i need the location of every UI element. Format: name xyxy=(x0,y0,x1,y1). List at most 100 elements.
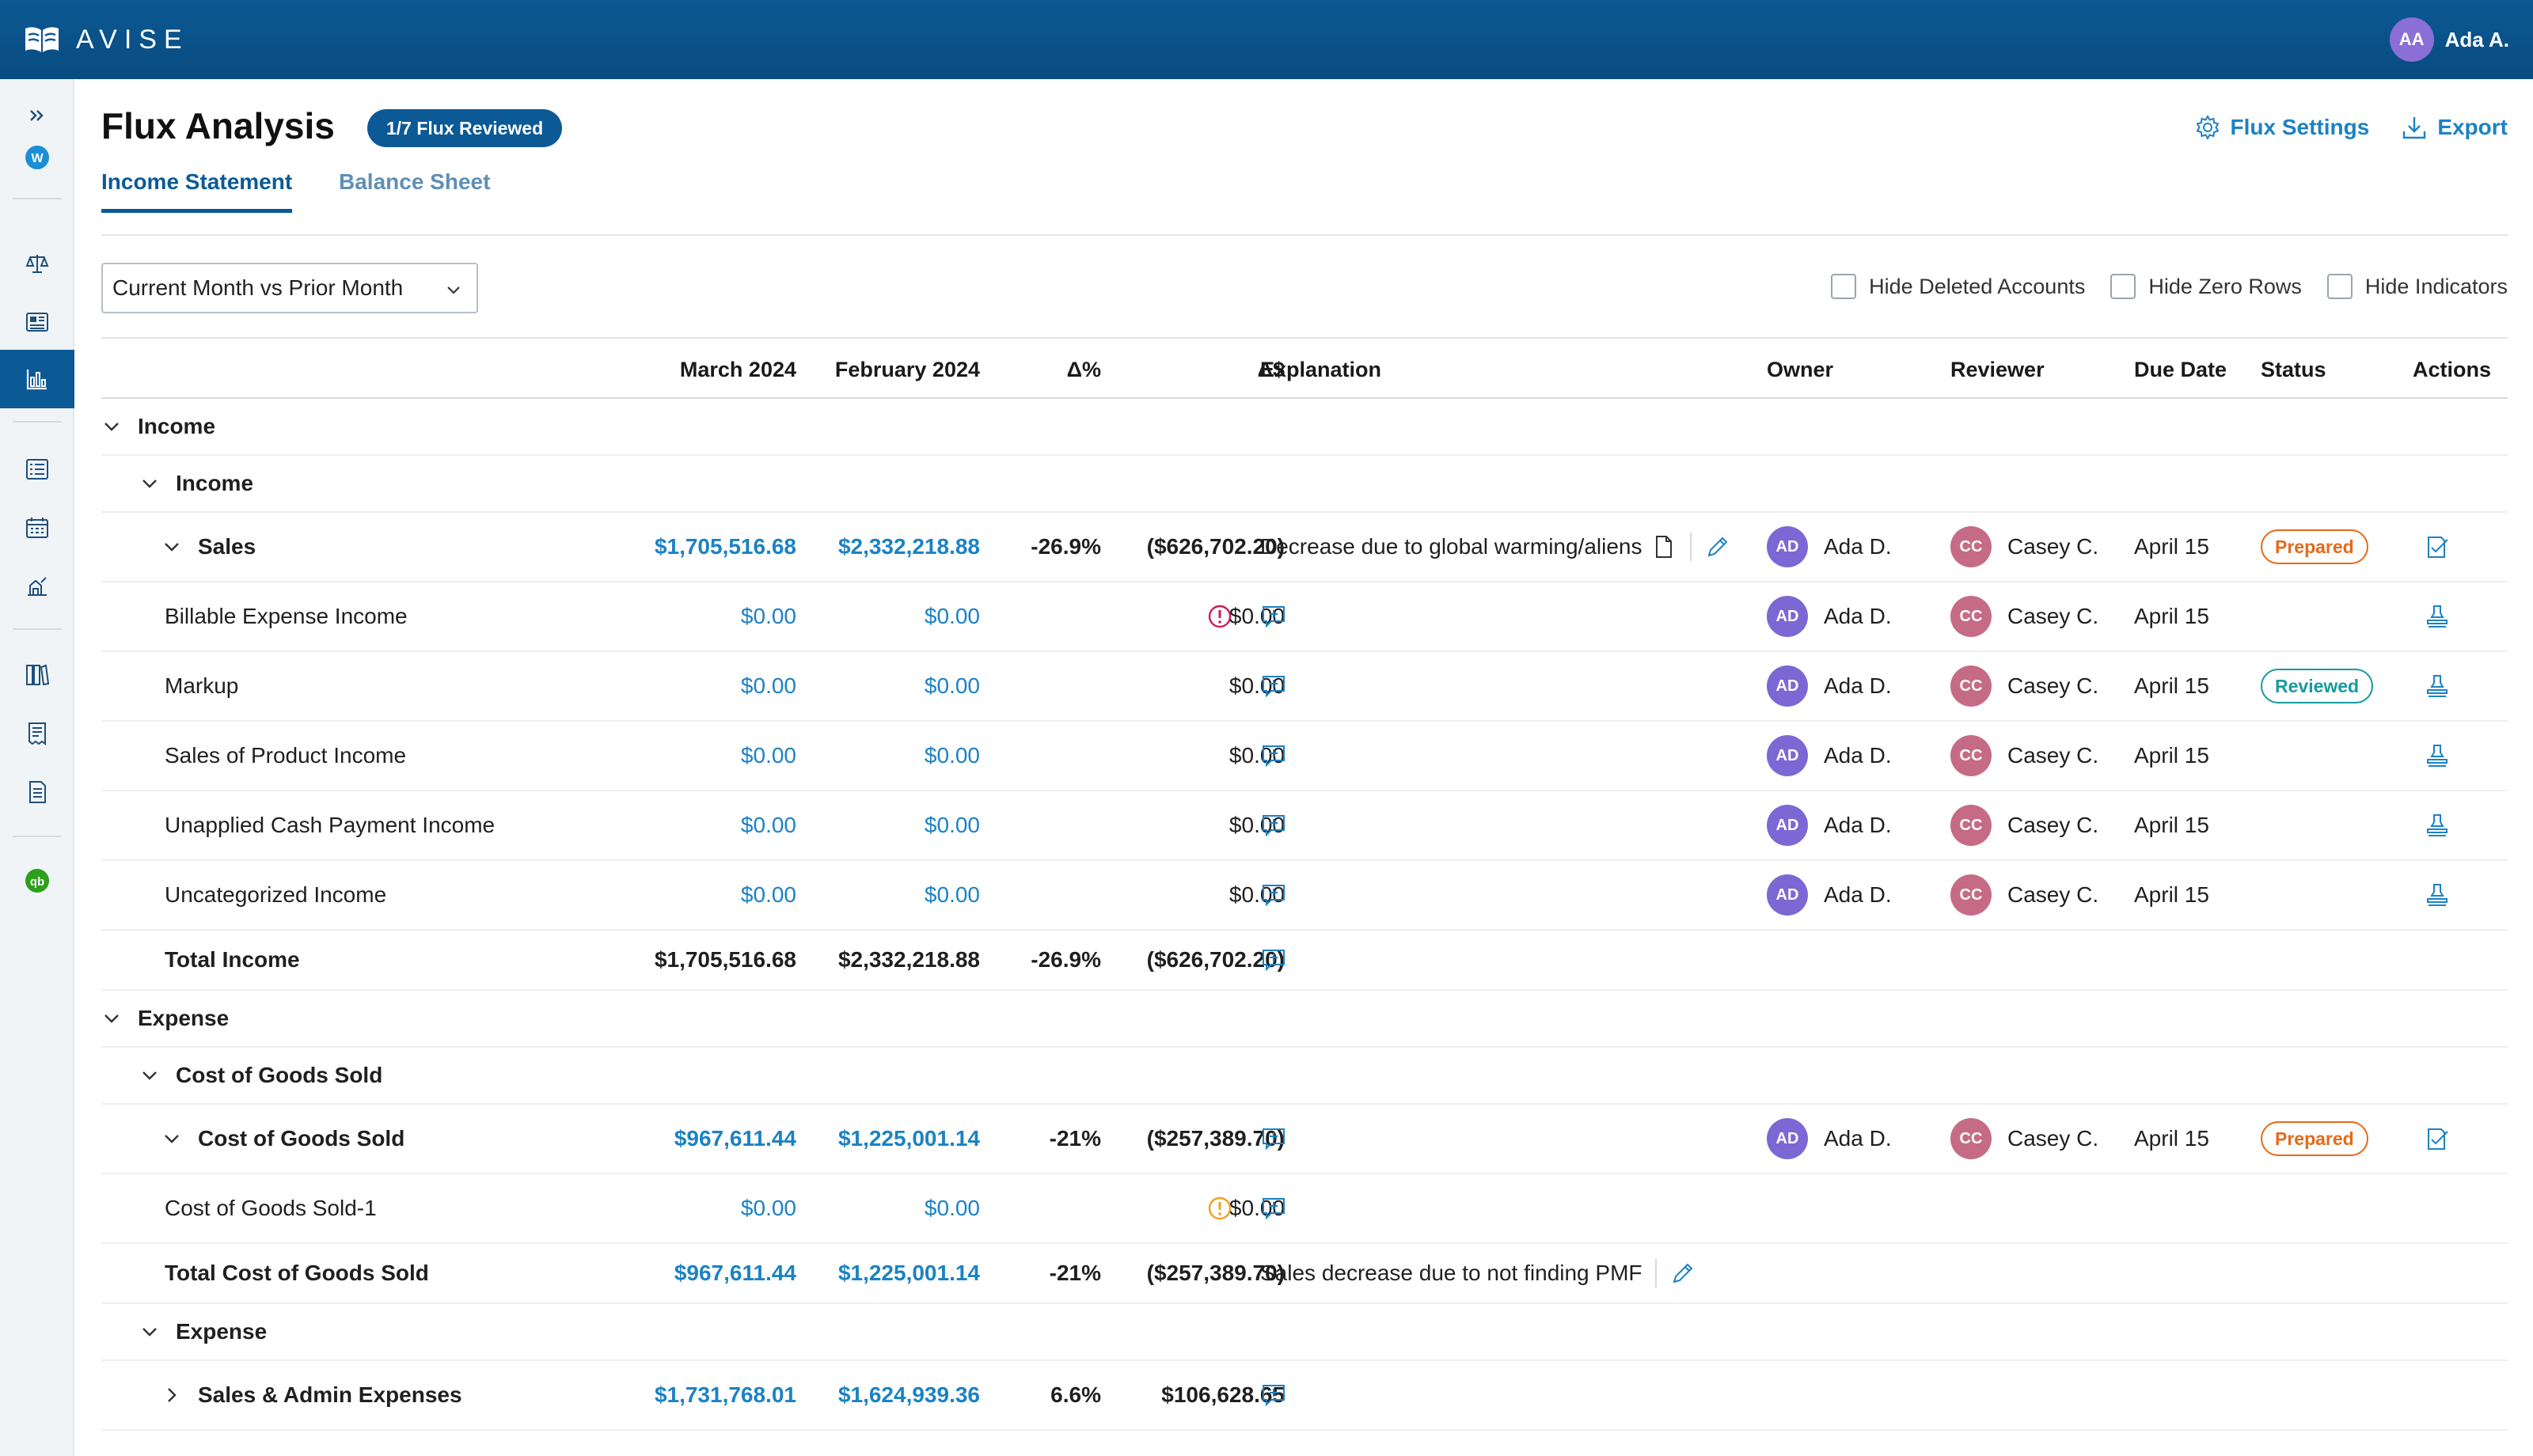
due-date[interactable]: April 15 xyxy=(2134,813,2209,837)
app-logo[interactable]: AVISE xyxy=(24,22,189,57)
add-comment-icon[interactable] xyxy=(1260,1195,1287,1222)
chevron-down-icon[interactable] xyxy=(101,1008,122,1029)
prior-period-value[interactable]: $0.00 xyxy=(924,604,980,628)
reviewer-cell[interactable]: CC Casey C. xyxy=(1950,1105,2098,1173)
current-period-value[interactable]: $0.00 xyxy=(740,743,796,768)
hide-indicators-toggle[interactable]: Hide Indicators xyxy=(2326,274,2508,299)
sidebar-item-analysis[interactable] xyxy=(0,557,74,616)
prior-period-value[interactable]: $0.00 xyxy=(924,882,980,907)
add-comment-icon[interactable] xyxy=(1260,742,1287,769)
prior-period-value[interactable]: $0.00 xyxy=(924,743,980,768)
account-row[interactable]: Cost of Goods Sold-1 $0.00 $0.00 $0.00 xyxy=(101,1174,2508,1244)
owner-cell[interactable]: AD Ada D. xyxy=(1767,791,1892,859)
pencil-icon[interactable] xyxy=(1704,533,1731,560)
due-date[interactable]: April 15 xyxy=(2134,534,2209,559)
add-comment-icon[interactable] xyxy=(1260,812,1287,839)
checkbox[interactable] xyxy=(2326,274,2353,299)
col-prior-period[interactable]: February 2024 xyxy=(834,358,980,381)
current-period-value[interactable]: $1,731,768.01 xyxy=(654,1382,796,1407)
prior-period-value[interactable]: $1,225,001.14 xyxy=(837,1261,980,1285)
export-button[interactable]: Export xyxy=(2401,114,2508,141)
row-action[interactable] xyxy=(2424,582,2451,650)
group-row[interactable]: Expense xyxy=(101,991,2508,1048)
hide-zero-rows-toggle[interactable]: Hide Zero Rows xyxy=(2110,274,2302,299)
explanation-text[interactable]: Sales decrease due to not finding PMF xyxy=(1260,1261,1642,1285)
reviewer-cell[interactable]: CC Casey C. xyxy=(1950,582,2098,650)
col-delta-dollar[interactable]: Δ$ xyxy=(1257,358,1285,381)
sidebar-item-reconciliation[interactable] xyxy=(0,234,74,293)
sidebar-expand[interactable] xyxy=(0,87,74,146)
current-period-value[interactable]: $0.00 xyxy=(740,673,796,698)
explanation-text[interactable]: Decrease due to global warming/aliens xyxy=(1260,534,1642,559)
checkbox[interactable] xyxy=(1831,274,1857,299)
current-period-value[interactable]: $0.00 xyxy=(740,813,796,837)
owner-cell[interactable]: AD Ada D. xyxy=(1767,513,1892,581)
current-period-value[interactable]: $967,611.44 xyxy=(674,1261,796,1285)
chevron-down-icon[interactable] xyxy=(161,537,182,557)
prior-period-value[interactable]: $2,332,218.88 xyxy=(837,534,980,559)
stamp-icon[interactable] xyxy=(2424,673,2451,700)
chevron-down-icon[interactable] xyxy=(139,1065,160,1086)
prior-period-value[interactable]: $0.00 xyxy=(924,673,980,698)
owner-cell[interactable]: AD Ada D. xyxy=(1767,722,1892,790)
tab-balance-sheet[interactable]: Balance Sheet xyxy=(339,169,491,194)
account-row[interactable]: Uncategorized Income $0.00 $0.00 $0.00 AD Ada… xyxy=(101,861,2508,931)
current-period-value[interactable]: $967,611.44 xyxy=(674,1126,796,1151)
reviewer-cell[interactable]: CC Casey C. xyxy=(1950,722,2098,790)
group-row[interactable]: Cost of Goods Sold xyxy=(101,1048,2508,1105)
sidebar-item-quickbooks[interactable]: qb xyxy=(0,851,74,910)
col-current-period[interactable]: March 2024 xyxy=(679,358,796,381)
prior-period-value[interactable]: $0.00 xyxy=(924,1196,980,1220)
add-comment-icon[interactable] xyxy=(1260,1382,1287,1409)
row-action[interactable] xyxy=(2424,791,2451,859)
sidebar-item-library[interactable] xyxy=(0,646,74,704)
add-comment-icon[interactable] xyxy=(1260,1125,1287,1152)
current-period-value[interactable]: $0.00 xyxy=(740,882,796,907)
col-delta-percent[interactable]: Δ% xyxy=(1066,358,1101,381)
add-comment-icon[interactable] xyxy=(1260,882,1287,908)
tab-income-statement[interactable]: Income Statement xyxy=(101,169,293,213)
prior-period-value[interactable]: $0.00 xyxy=(924,813,980,837)
due-date[interactable]: April 15 xyxy=(2134,604,2209,628)
group-row[interactable]: Income xyxy=(101,456,2508,513)
sidebar-item-receipts[interactable] xyxy=(0,704,74,763)
due-date[interactable]: April 15 xyxy=(2134,673,2209,698)
due-date[interactable]: April 15 xyxy=(2134,882,2209,907)
account-row[interactable]: Sales & Admin Expenses $1,731,768.01 $1,62… xyxy=(101,1361,2508,1431)
account-row[interactable]: Sales of Product Income $0.00 $0.00 $0.00 AD… xyxy=(101,722,2508,791)
period-comparison-select[interactable]: Current Month vs Prior Month xyxy=(101,263,478,313)
stamp-icon[interactable] xyxy=(2424,812,2451,839)
stamp-icon[interactable] xyxy=(2424,882,2451,908)
row-action[interactable] xyxy=(2424,722,2451,790)
reviewer-cell[interactable]: CC Casey C. xyxy=(1950,652,2098,720)
group-row[interactable]: Income xyxy=(101,399,2508,456)
row-action[interactable] xyxy=(2424,652,2451,720)
chevron-right-icon[interactable] xyxy=(161,1385,182,1405)
due-date[interactable]: April 15 xyxy=(2134,743,2209,768)
sidebar-workspace[interactable]: W xyxy=(0,128,74,187)
chevron-down-icon[interactable] xyxy=(101,416,122,437)
error-alert-icon[interactable] xyxy=(1206,603,1233,630)
due-date[interactable]: April 15 xyxy=(2134,1126,2209,1151)
hide-deleted-accounts-toggle[interactable]: Hide Deleted Accounts xyxy=(1831,274,2085,299)
chevron-down-icon[interactable] xyxy=(161,1128,182,1149)
add-comment-icon[interactable] xyxy=(1260,603,1287,630)
owner-cell[interactable]: AD Ada D. xyxy=(1767,582,1892,650)
pencil-icon[interactable] xyxy=(1669,1260,1696,1287)
flux-settings-button[interactable]: Flux Settings xyxy=(2194,114,2369,141)
sidebar-item-documents[interactable] xyxy=(0,763,74,821)
variance-indicator[interactable] xyxy=(1206,582,1233,650)
row-action[interactable] xyxy=(2424,861,2451,929)
account-row[interactable]: Unapplied Cash Payment Income $0.00 $0.00 $… xyxy=(101,791,2508,861)
variance-indicator[interactable] xyxy=(1206,1174,1233,1242)
owner-cell[interactable]: AD Ada D. xyxy=(1767,652,1892,720)
total-row[interactable]: Total Cost of Goods Sold $967,611.44 $1,22… xyxy=(101,1244,2508,1304)
user-menu[interactable]: AA Ada A. xyxy=(2389,17,2509,62)
prior-period-value[interactable]: $1,624,939.36 xyxy=(837,1382,980,1407)
sidebar-item-checklist[interactable] xyxy=(0,440,74,499)
checkbox[interactable] xyxy=(2110,274,2136,299)
add-comment-icon[interactable] xyxy=(1260,673,1287,700)
warning-alert-icon[interactable] xyxy=(1206,1195,1233,1222)
stamp-icon[interactable] xyxy=(2424,742,2451,769)
prior-period-value[interactable]: $1,225,001.14 xyxy=(837,1126,980,1151)
